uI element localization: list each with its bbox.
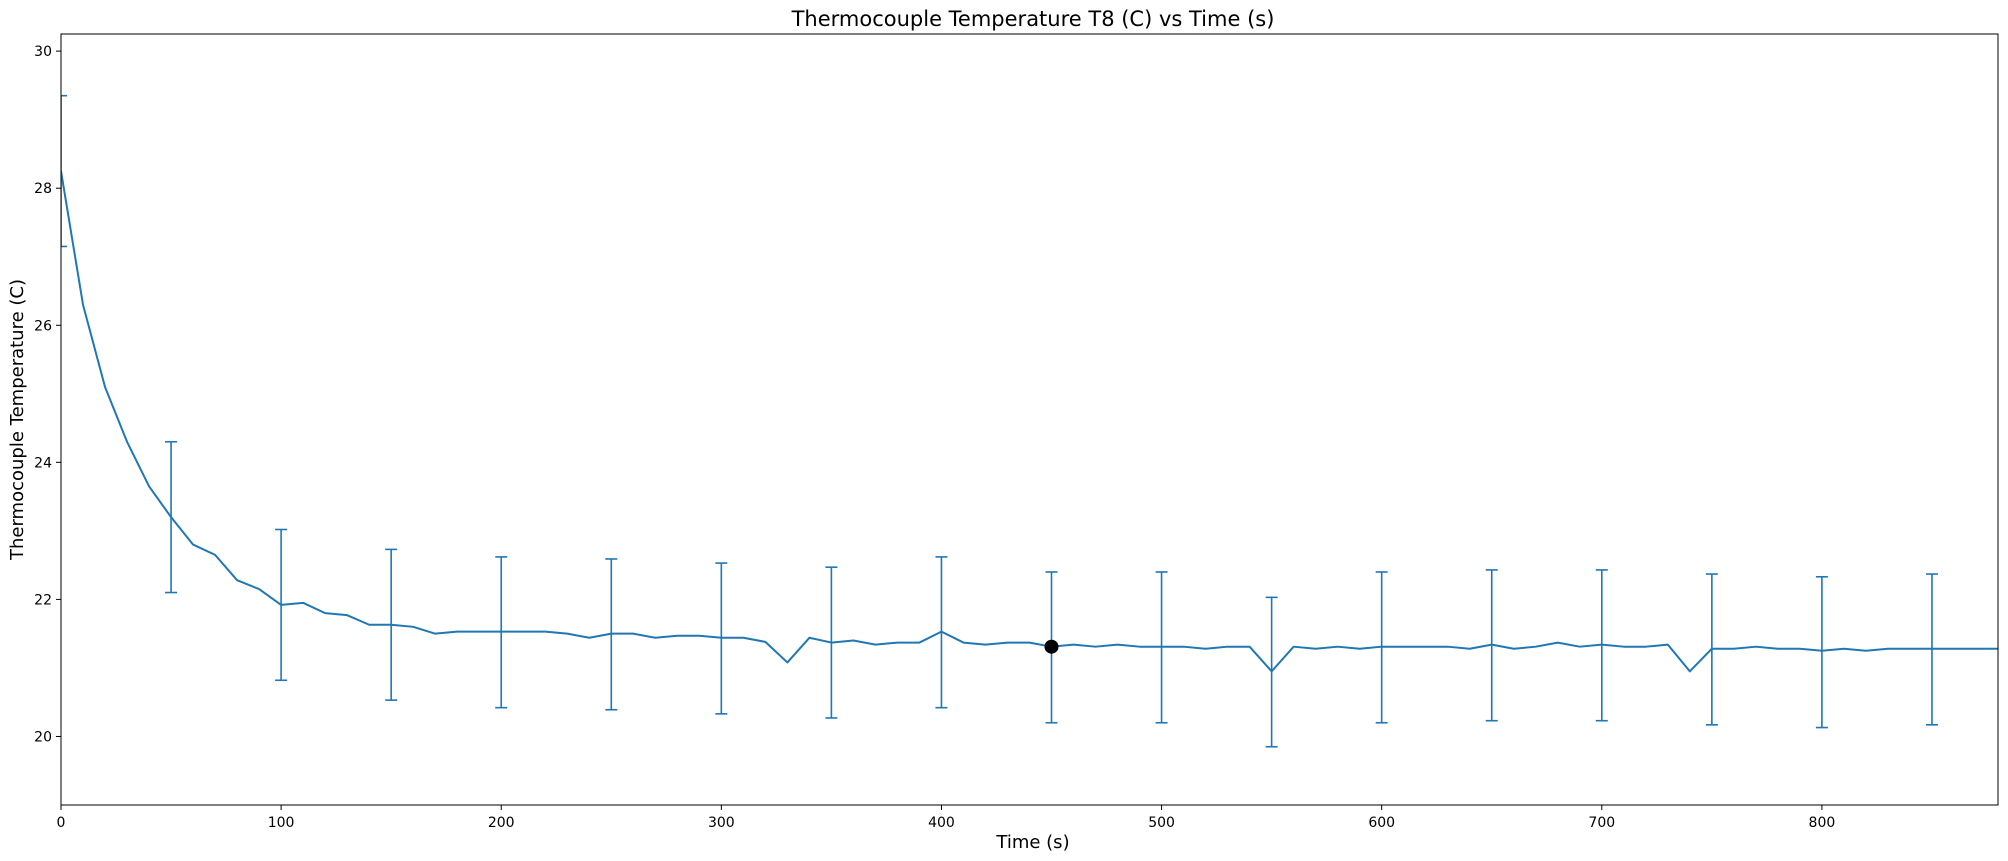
x-tick-label: 700 [1588,815,1615,831]
y-axis-label: Thermocouple Temperature (C) [7,279,28,561]
plot-area [61,94,1998,748]
x-axis-label: Time (s) [995,832,1069,853]
axis-ticks: 0 100 200 300 400 500 600 700 800 20 22 24 26 28 30 [34,44,1835,831]
error-bar [1815,575,1828,729]
x-tick-label: 100 [268,815,295,831]
plot-clip-group [61,94,1998,748]
x-tick-label: 400 [928,815,955,831]
x-tick-label: 0 [57,815,66,831]
y-tick-label: 24 [34,455,52,471]
y-tick-label: 20 [34,729,52,745]
y-tick-label: 28 [34,181,52,197]
x-tick-label: 300 [708,815,735,831]
highlight-marker [1044,639,1059,654]
series-line [61,170,1998,673]
x-tick-label: 500 [1148,815,1175,831]
y-tick-label: 30 [34,44,52,60]
chart-title: Thermocouple Temperature T8 (C) vs Time … [791,7,1275,31]
axes-frame [60,33,1999,806]
y-tick-label: 26 [34,318,52,334]
x-tick-label: 600 [1368,815,1395,831]
y-tick-label: 22 [34,592,52,608]
x-tick-label: 800 [1809,815,1836,831]
x-tick-label: 200 [488,815,515,831]
error-bar [61,94,67,248]
